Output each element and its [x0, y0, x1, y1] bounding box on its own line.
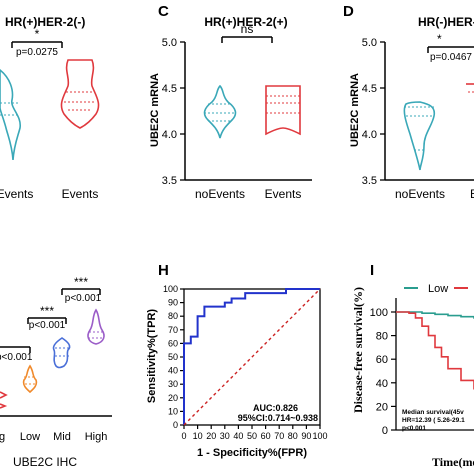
- panel-c-ytick-3: 5.0: [162, 37, 177, 49]
- panel-b-xtick-1: Events: [62, 187, 99, 201]
- panel-h-xtick-1: 10: [193, 431, 203, 441]
- panel-h-letter: H: [158, 262, 169, 279]
- panel-h-xtick-5: 50: [247, 431, 257, 441]
- panel-i-hr: HR=12.39 ( 5.26-29.1: [402, 417, 465, 424]
- panel-c-xtick-1: Events: [265, 187, 302, 201]
- panel-h-auc: AUC:0.826: [253, 403, 298, 413]
- panel-h-ytick-8: 80: [168, 311, 178, 321]
- panel-d-sig-p: p=0.0467: [430, 52, 472, 63]
- panel-g-violin-low: [22, 364, 38, 394]
- panel-c-ytick-0: 3.5: [162, 175, 177, 187]
- panel-g-sig-p-1: p<0.001: [29, 320, 66, 331]
- panel-i-curve-high: [396, 311, 474, 390]
- panel-g-xlabel: UBE2C IHC: [13, 455, 77, 469]
- panel-d-xtick-0: noEvents: [395, 187, 445, 201]
- panel-h-ytick-2: 20: [168, 393, 178, 403]
- panel-c-letter: C: [158, 3, 169, 20]
- panel-g-xtick-0: g: [0, 431, 5, 443]
- panel-h-ytick-7: 70: [168, 325, 178, 335]
- panel-d-ylabel: UBE2C mRNA: [349, 73, 361, 147]
- panel-d-ytick-2: 4.5: [362, 83, 377, 95]
- panel-i-ytick-4: 80: [376, 331, 388, 343]
- panel-g-violin-high: [87, 308, 105, 345]
- panel-g-sig-p-0: p<0.001: [0, 352, 33, 363]
- panel-h-xtick-10: 100: [312, 431, 327, 441]
- panel-b-violin-events: [60, 59, 100, 129]
- panel-i-ytick-5: 100: [370, 307, 388, 319]
- panel-b-violin-noevents: [0, 68, 21, 161]
- panel-h-ci: 95%CI:0.714~0.938: [238, 413, 318, 423]
- panel-d-violin-noevents: [403, 101, 436, 171]
- panel-i-ytick-0: 0: [382, 425, 388, 437]
- panel-g-sig-p-2: p<0.001: [65, 293, 102, 304]
- panel-d-xtick-1: E: [470, 187, 474, 201]
- panel-i-p: p<0.001: [402, 425, 426, 432]
- panel-d-letter: D: [343, 3, 354, 20]
- panel-h-ytick-4: 40: [168, 366, 178, 376]
- panel-h-ytick-10: 100: [163, 284, 178, 294]
- panel-i-legend-low: Low: [428, 283, 448, 295]
- panel-b-xtick-0: Events: [0, 187, 33, 201]
- panel-i-letter: I: [370, 262, 374, 279]
- panel-h-ytick-6: 60: [168, 338, 178, 348]
- panel-i-ytick-1: 20: [376, 401, 388, 413]
- panel-h-xtick-4: 40: [233, 431, 243, 441]
- panel-i-xlabel: Time(mo: [432, 455, 474, 469]
- panel-g-xtick-3: High: [85, 431, 108, 443]
- panel-c-sig-marker: ns: [241, 22, 254, 36]
- panel-c-violin-noevents: [203, 84, 237, 139]
- panel-c: C HR(+)HER-2(+) UBE2C mRNA 3.54.04.55.0 …: [149, 3, 312, 201]
- panel-h-xtick-6: 60: [261, 431, 271, 441]
- panel-d: D HR(-)HER-2 UBE2C mRNA 3.5 4.0 4.5 5.0 * p…: [343, 3, 474, 201]
- panel-h-xtick-0: 0: [181, 431, 186, 441]
- panel-g-violin-0: [0, 391, 8, 409]
- panel-h-xlabel: 1 - Specificity%(FPR): [197, 447, 307, 459]
- panel-h-ytick-5: 50: [168, 352, 178, 362]
- panel-i-curve-low: [396, 311, 474, 319]
- panel-i-median: Median survival(45v: [402, 409, 464, 416]
- panel-h-reference-line: [183, 288, 321, 426]
- panel-b-sig-p: p=0.0275: [16, 47, 58, 58]
- panel-g: *** p<0.001 *** p<0.001 p<0.001 g Low Mi…: [0, 275, 112, 469]
- panel-g-sig-marker-1: ***: [40, 304, 54, 318]
- panel-h: H Sensitivity%(TPR) 1 - Specificity%(FPR…: [146, 262, 328, 459]
- panel-c-violin-events: [265, 85, 301, 136]
- panel-h-xtick-2: 20: [206, 431, 216, 441]
- panel-d-sig-marker: *: [437, 32, 442, 46]
- panel-h-ytick-0: 0: [173, 420, 178, 430]
- panel-h-xtick-9: 90: [301, 431, 311, 441]
- panel-h-xtick-7: 70: [274, 431, 284, 441]
- panel-c-xtick-0: noEvents: [195, 187, 245, 201]
- panel-d-ytick-1: 4.0: [362, 129, 377, 141]
- panel-c-title: HR(+)HER-2(+): [204, 15, 287, 29]
- panel-b-title: HR(+)HER-2(-): [5, 15, 85, 29]
- panel-c-ytick-2: 4.5: [162, 83, 177, 95]
- panel-h-xtick-3: 30: [220, 431, 230, 441]
- panel-h-xtick-8: 80: [288, 431, 298, 441]
- panel-c-ytick-1: 4.0: [162, 129, 177, 141]
- panel-h-roc-curve: [183, 288, 320, 425]
- panel-h-ylabel: Sensitivity%(TPR): [146, 309, 158, 403]
- panel-g-xtick-2: Mid: [53, 431, 71, 443]
- panel-d-title: HR(-)HER-2: [418, 15, 474, 29]
- panel-i-ytick-2: 40: [376, 378, 388, 390]
- panel-i: I Disease-free survival(%) Low 0 20 40 60 80…: [351, 262, 474, 469]
- panel-b-sig-marker: *: [35, 27, 40, 41]
- panel-h-ytick-3: 30: [168, 379, 178, 389]
- panel-d-ytick-3: 5.0: [362, 37, 377, 49]
- panel-g-violin-mid: [52, 337, 71, 369]
- panel-d-ytick-0: 3.5: [362, 175, 377, 187]
- panel-b: HR(+)HER-2(-) * p=0.0275 Events Events: [0, 15, 100, 201]
- panel-i-ylabel: Disease-free survival(%): [351, 287, 365, 413]
- panel-i-ytick-3: 60: [376, 354, 388, 366]
- panel-h-ytick-9: 90: [168, 298, 178, 308]
- panel-g-xtick-1: Low: [20, 431, 40, 443]
- panel-h-ytick-1: 10: [168, 406, 178, 416]
- panel-c-ylabel: UBE2C mRNA: [149, 73, 161, 147]
- panel-g-sig-marker-2: ***: [74, 275, 88, 289]
